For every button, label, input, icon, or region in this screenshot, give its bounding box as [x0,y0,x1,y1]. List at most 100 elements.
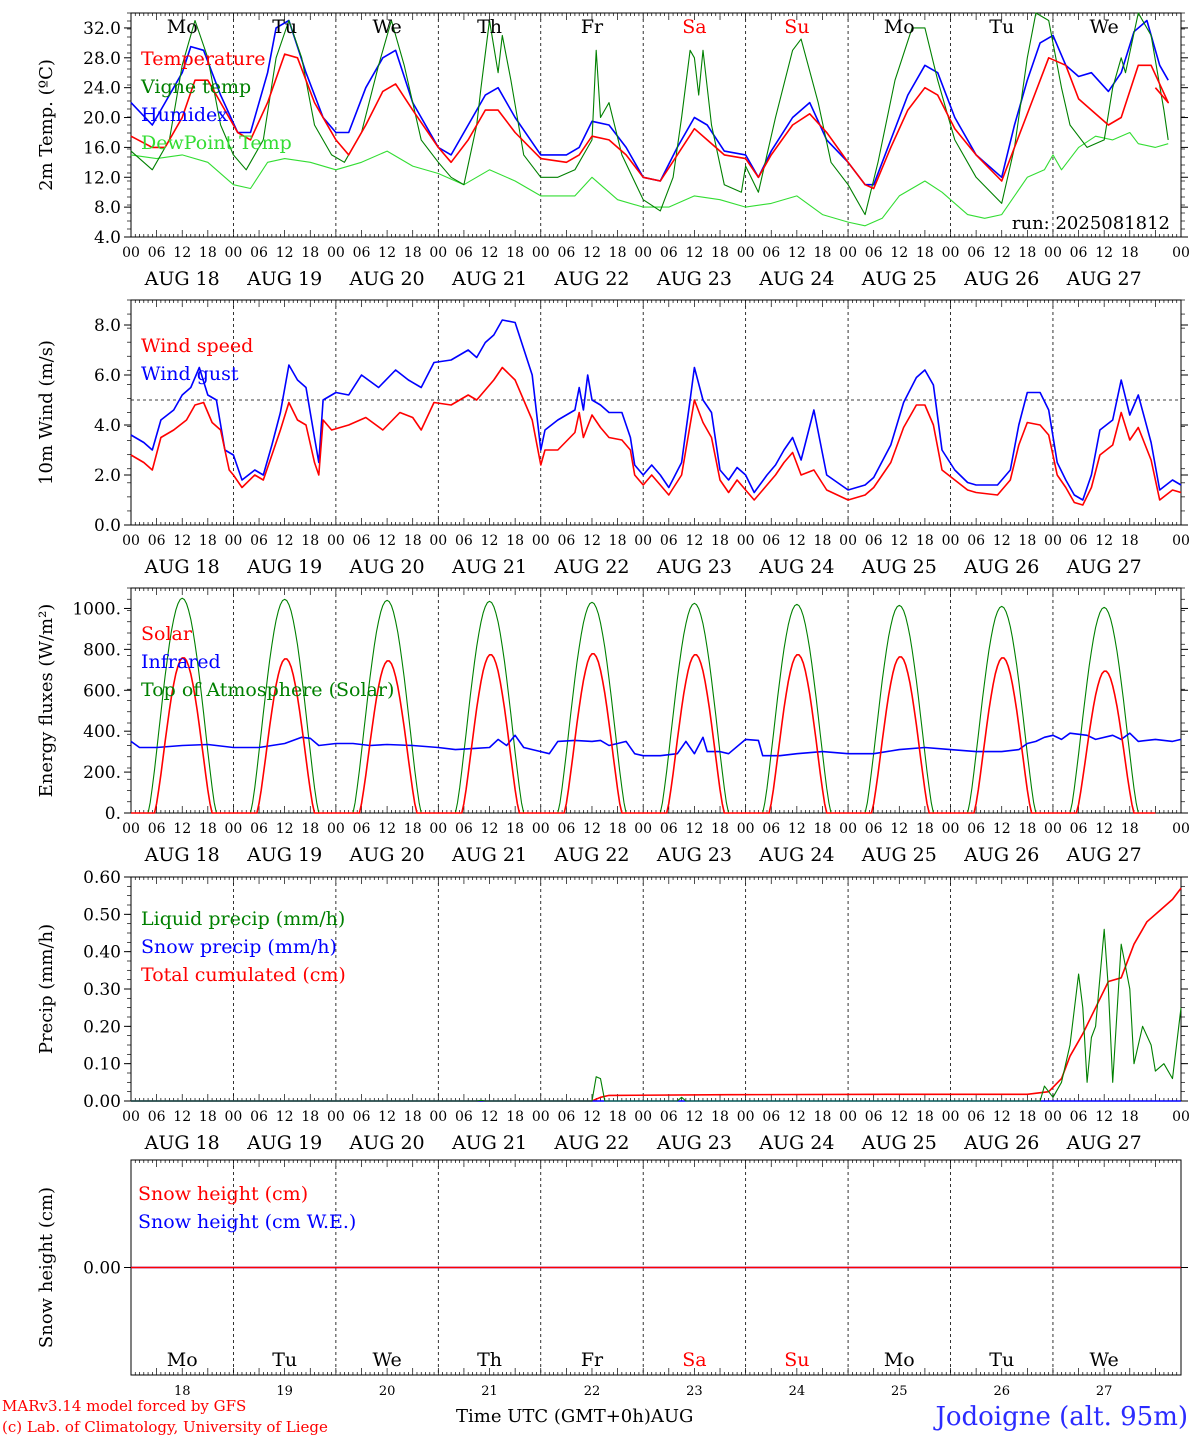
hour-label: 00 [942,245,960,261]
hour-label: 18 [1121,1109,1139,1125]
hour-label: 06 [1070,533,1088,549]
hour-label: 18 [814,821,832,837]
day-name: Su [784,16,809,38]
hour-label: 12 [583,821,601,837]
hour-label: 18 [506,245,524,261]
panel-3: 0. 200. 400. 600. 800. 1000. Energy fluxes (W/… [36,587,1190,866]
series-line-solar [131,653,1156,814]
y-axis-label: 10m Wind (m/s) [36,340,57,485]
date-label: AUG 20 [349,844,425,866]
hour-label: 06 [762,821,780,837]
y-tick-label: 0.10 [83,1055,121,1075]
hour-label: 06 [557,245,575,261]
hour-label: 00 [532,533,550,549]
date-label: AUG 24 [758,268,834,290]
y-tick-label: 8.0 [94,198,121,218]
hour-label: 18 [1018,821,1036,837]
y-tick-label: 0.00 [83,1259,121,1279]
hour-label: 18 [916,533,934,549]
y-tick-label: 20.0 [83,109,121,129]
hour-label: 12 [993,821,1011,837]
day-name: Tu [989,1349,1014,1371]
day-name: Sa [682,16,706,38]
hour-label: 00 [532,821,550,837]
hour-label: 00 [327,245,345,261]
y-axis-label: Snow height (cm) [36,1187,57,1348]
y-tick-label: 28.0 [83,49,121,69]
hour-label: 12 [1095,821,1113,837]
hour-label: 12 [993,1109,1011,1125]
day-number: 27 [1096,1384,1113,1395]
series-line-vigne-temp [130,12,1169,216]
hour-label: 12 [1095,533,1113,549]
x-axis-month: AUG [650,1406,694,1427]
date-label: AUG 26 [963,1132,1039,1154]
hour-label: 00 [122,245,140,261]
y-axis-label: Energy fluxes (W/m²) [36,604,57,798]
hour-label: 12 [890,533,908,549]
y-tick-label: 800. [83,640,121,660]
series-line-temperature [130,53,1169,190]
legend-entry: Snow precip (mm/h) [141,936,337,958]
hour-label: 12 [173,1109,191,1125]
hour-label: 12 [276,533,294,549]
day-name: We [372,1349,401,1371]
hour-label: 00 [737,821,755,837]
hour-label: 06 [250,245,268,261]
hour-label: 18 [1121,821,1139,837]
hour-label: 12 [1095,1109,1113,1125]
legend-entry: Top of Atmosphere (Solar) [141,679,394,701]
hour-label: 00 [839,1109,857,1125]
series-line-wind-gust [130,319,1182,501]
hour-label: 06 [455,533,473,549]
hour-label: 00 [225,533,243,549]
y-tick-label: 0.60 [83,868,121,888]
date-label: AUG 19 [246,1132,322,1154]
day-number: 24 [789,1384,806,1395]
legend-entry: Liquid precip (mm/h) [141,908,345,930]
legend-entry: Snow height (cm W.E.) [138,1211,356,1233]
model-credit-line: MARv3.14 model forced by GFS [2,1397,247,1415]
date-label: AUG 27 [1066,556,1142,578]
hour-label: 06 [865,1109,883,1125]
y-tick-label: 600. [83,681,121,701]
date-label: AUG 27 [1066,268,1142,290]
date-label: AUG 21 [451,556,527,578]
location-title: Jodoigne (alt. 95m) [935,1402,1188,1432]
legend-entry: Temperature [141,48,265,70]
y-tick-label: 0.30 [83,980,121,1000]
date-label: AUG 25 [861,268,937,290]
legend-entry: Humidex [141,104,228,126]
hour-label: 12 [686,245,704,261]
y-tick-label: 0.0 [94,516,121,536]
hour-label: 06 [967,821,985,837]
hour-label: 12 [481,245,499,261]
hour-label: 12 [686,821,704,837]
y-tick-label: 8.0 [94,316,121,336]
hour-label: 18 [506,1109,524,1125]
hour-label: 06 [353,821,371,837]
hour-label: 12 [378,533,396,549]
run-annotation: run: 2025081812 [1012,213,1170,234]
hour-label: 12 [890,821,908,837]
hour-label: 00 [532,245,550,261]
hour-label: 12 [378,245,396,261]
day-number: 22 [584,1384,601,1395]
date-label: AUG 18 [144,268,220,290]
y-tick-label: 1000. [72,599,121,619]
hour-label: 12 [890,1109,908,1125]
legend-entry: Solar [141,623,193,645]
hour-label: 12 [890,245,908,261]
date-label: AUG 23 [656,556,732,578]
hour-label: 18 [199,821,217,837]
panel-4: 0.00 0.10 0.20 0.30 0.40 0.50 0.60 Precip (mm/h… [36,868,1190,1154]
date-label: AUG 24 [758,1132,834,1154]
y-tick-label: 2.0 [94,466,121,486]
hour-label: 06 [865,821,883,837]
hour-label: 06 [660,533,678,549]
hour-label: 18 [711,245,729,261]
hour-label: 06 [660,1109,678,1125]
hour-label: 18 [711,821,729,837]
meteogram-chart: 4.0 8.0 12.0 16.0 20.0 24.0 28.0 32.0 2m Temp. (… [36,12,1190,1395]
hour-label: 00 [737,245,755,261]
